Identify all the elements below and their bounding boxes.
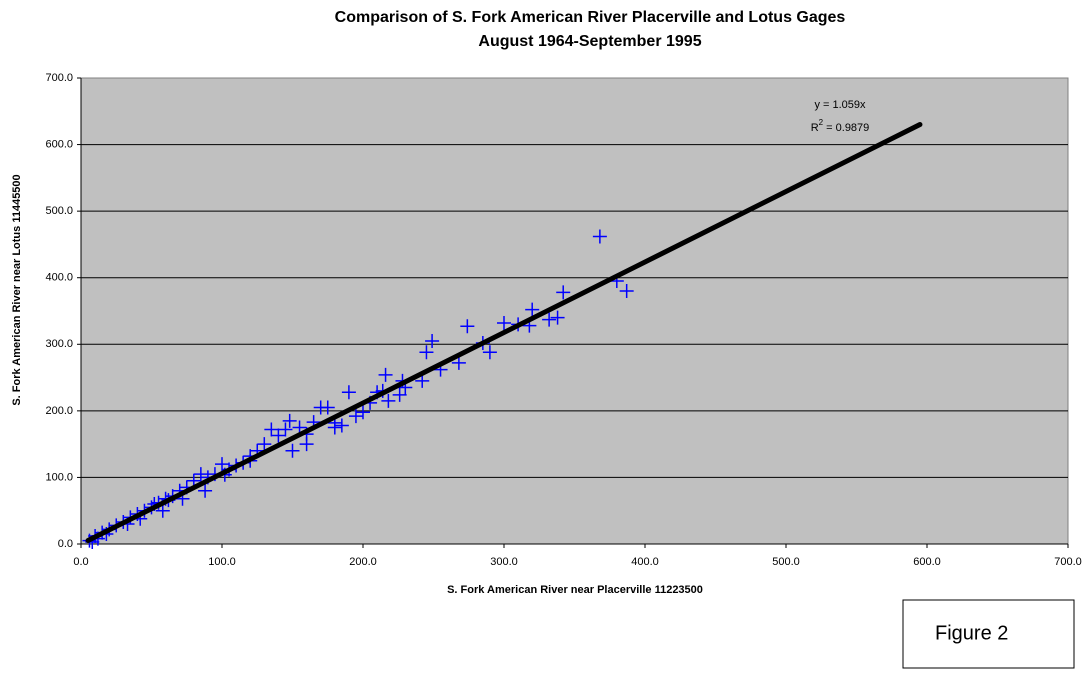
x-tick-label: 100.0 — [208, 556, 236, 568]
x-tick-label: 300.0 — [490, 556, 518, 568]
r-sup: 2 — [819, 118, 824, 127]
point — [198, 483, 213, 498]
y-tick-label: 500.0 — [45, 205, 73, 217]
point — [348, 409, 363, 424]
point — [525, 302, 540, 317]
point — [264, 422, 279, 437]
point — [592, 229, 607, 244]
point — [327, 420, 342, 435]
point — [619, 284, 634, 299]
point — [341, 385, 356, 400]
y-tick-label: 300.0 — [45, 338, 73, 350]
x-tick-label: 0.0 — [73, 556, 88, 568]
x-tick-label: 600.0 — [913, 556, 941, 568]
chart-title: Comparison of S. Fork American River Pla… — [335, 9, 846, 26]
figure-box — [902, 599, 1075, 669]
trendline — [85, 122, 923, 543]
figure-label: Figure 2 — [935, 622, 1008, 644]
plot-area — [80, 77, 1069, 545]
y-tick-label: 200.0 — [45, 405, 73, 417]
y-tick-label: 700.0 — [45, 72, 73, 84]
point — [482, 345, 497, 360]
point — [299, 437, 314, 452]
x-tick-label: 700.0 — [1054, 556, 1082, 568]
point — [278, 422, 293, 437]
point — [392, 387, 407, 402]
point — [556, 285, 571, 300]
point — [271, 428, 286, 443]
x-tick-label: 200.0 — [349, 556, 377, 568]
point — [334, 418, 349, 433]
y-axis-label: S. Fork American River near Lotus 114455… — [11, 174, 23, 405]
point — [497, 315, 511, 330]
point — [415, 373, 430, 388]
point — [285, 443, 300, 458]
x-tick-label: 500.0 — [772, 556, 800, 568]
r-rest: = 0.9879 — [823, 122, 869, 134]
point — [257, 437, 272, 452]
point — [381, 393, 396, 408]
x-axis-label: S. Fork American River near Placerville … — [447, 584, 703, 596]
point — [460, 319, 475, 334]
point — [193, 467, 208, 482]
y-tick-label: 100.0 — [45, 471, 73, 483]
y-tick-label: 400.0 — [45, 272, 73, 284]
y-tick-label: 600.0 — [45, 138, 73, 150]
point — [419, 345, 434, 360]
point — [451, 355, 466, 370]
point — [155, 503, 170, 518]
point — [378, 367, 393, 382]
x-tick-label: 400.0 — [631, 556, 659, 568]
point — [550, 310, 565, 325]
equation-label: y = 1.059x — [814, 99, 866, 111]
point — [542, 312, 557, 327]
point — [425, 333, 440, 348]
r-squared-label: R2 = 0.9879 — [811, 118, 870, 134]
point — [313, 400, 328, 415]
point — [356, 405, 370, 420]
r-base: R — [811, 122, 819, 134]
chart-subtitle: August 1964-September 1995 — [478, 33, 701, 50]
y-tick-label: 0.0 — [58, 538, 73, 550]
point — [282, 413, 297, 428]
point — [215, 457, 229, 472]
